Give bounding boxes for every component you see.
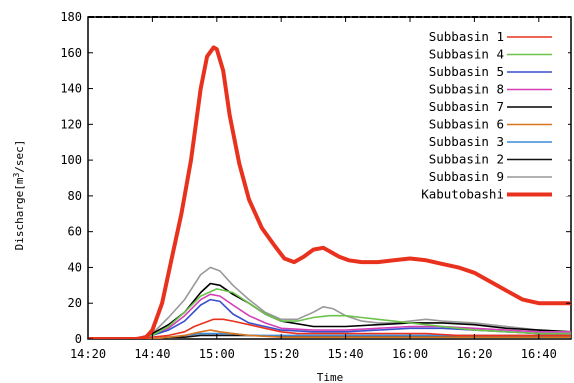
legend-label: Subbasin 8 <box>429 82 504 97</box>
series-lines <box>88 45 571 339</box>
legend-label: Subbasin 4 <box>429 47 504 62</box>
y-tick-label: 60 <box>68 225 82 239</box>
legend-label: Kabutobashi <box>421 187 504 202</box>
legend-label: Subbasin 7 <box>429 99 504 114</box>
x-axis: 14:20 14:40 15:00 15:20 15:40 16:00 16:20 16:40 <box>70 17 557 361</box>
y-axis: 0 20 40 60 80 100 120 140 160 180 <box>60 10 571 346</box>
x-tick-label: 15:40 <box>328 347 364 361</box>
x-tick-label: 15:00 <box>199 347 235 361</box>
legend-label: Subbasin 5 <box>429 64 504 79</box>
legend-label: Subbasin 9 <box>429 169 504 184</box>
y-tick-label: 160 <box>60 46 82 60</box>
y-tick-label: 80 <box>68 189 82 203</box>
series-line-subbasin-8 <box>88 293 571 339</box>
x-tick-label: 16:00 <box>392 347 428 361</box>
legend-label: Subbasin 6 <box>429 117 504 132</box>
x-tick-label: 14:20 <box>70 347 106 361</box>
x-tick-label: 15:20 <box>263 347 299 361</box>
y-tick-label: 120 <box>60 117 82 131</box>
x-tick-label: 14:40 <box>134 347 170 361</box>
series-line-subbasin-4 <box>88 288 571 339</box>
series-line-subbasin-1 <box>88 318 571 339</box>
series-line-subbasin-9 <box>88 266 571 339</box>
y-tick-label: 140 <box>60 82 82 96</box>
y-tick-label: 180 <box>60 10 82 24</box>
legend-label: Subbasin 2 <box>429 152 504 167</box>
x-tick-label: 16:40 <box>521 347 557 361</box>
y-tick-label: 20 <box>68 296 82 310</box>
legend-label: Subbasin 1 <box>429 29 504 44</box>
y-axis-label: Discharge[m3/sec] <box>12 140 26 251</box>
y-tick-label: 0 <box>75 332 82 346</box>
x-axis-label: Time <box>317 371 344 383</box>
legend-label: Subbasin 3 <box>429 134 504 149</box>
x-tick-label: 16:20 <box>456 347 492 361</box>
legend: Subbasin 1 Subbasin 4 Subbasin 5 Subbasin 8… <box>408 24 568 202</box>
y-tick-label: 40 <box>68 260 82 274</box>
series-line-kabutobashi <box>88 45 571 339</box>
legend-background <box>408 24 568 196</box>
series-line-subbasin-6 <box>88 329 571 339</box>
y-tick-label: 100 <box>60 153 82 167</box>
